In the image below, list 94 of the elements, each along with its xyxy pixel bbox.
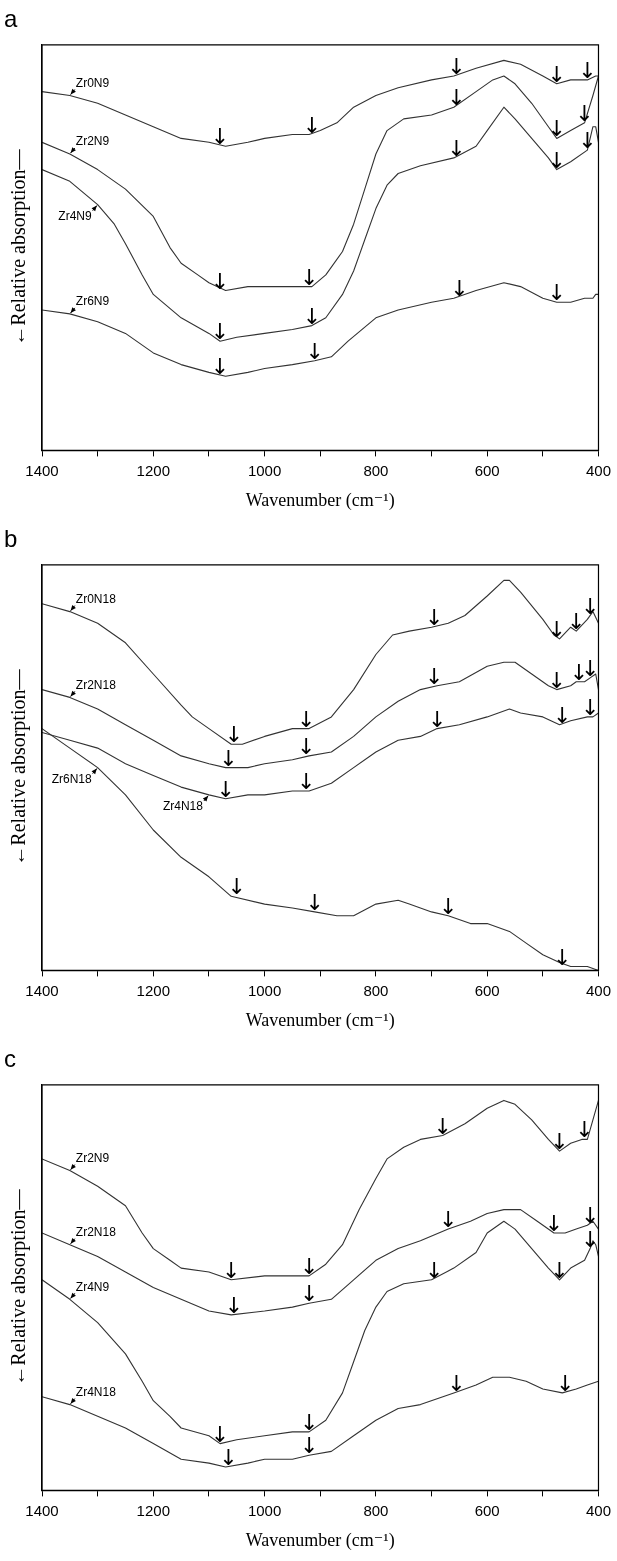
x-axis-title: Wavenumber (cm⁻¹) bbox=[245, 1009, 395, 1031]
annotation: ↓ bbox=[578, 128, 597, 154]
annotation: ↓ bbox=[302, 112, 322, 138]
annotation: ↓ bbox=[439, 1207, 458, 1233]
annotation: ↓ bbox=[210, 354, 230, 380]
annotation: ↓ bbox=[575, 1117, 594, 1143]
annotation: ↓ bbox=[299, 1281, 319, 1307]
annotation: ↓ bbox=[555, 1370, 575, 1396]
x-tick-label: 1200 bbox=[136, 981, 170, 999]
annotation: ↓ bbox=[550, 1129, 569, 1155]
x-tick-label: 800 bbox=[363, 981, 389, 999]
annotation: ↓ bbox=[210, 268, 230, 294]
annotation: ↓ bbox=[425, 663, 444, 689]
y-axis-title: ←Relative absorption— bbox=[7, 1188, 31, 1386]
x-tick-label: 1000 bbox=[247, 461, 282, 479]
series-label: Zr0N9 bbox=[75, 75, 110, 90]
annotation: ↓ bbox=[547, 280, 566, 306]
y-axis-title: ←Relative absorption— bbox=[7, 148, 31, 346]
x-tick-label: 800 bbox=[363, 1501, 389, 1519]
annotation: ↓ bbox=[210, 319, 230, 345]
annotation: ↓ bbox=[219, 745, 238, 771]
series-label: Zr4N18 bbox=[75, 1384, 117, 1399]
annotation: ↓ bbox=[210, 1421, 230, 1447]
annotation: ↓ bbox=[447, 85, 466, 111]
x-tick-label: 600 bbox=[474, 981, 500, 999]
series-label: Zr2N9 bbox=[75, 134, 110, 149]
x-tick-label: 1400 bbox=[25, 1501, 59, 1519]
annotation: ↓ bbox=[578, 57, 597, 83]
series-label: Zr6N18 bbox=[51, 771, 92, 786]
x-tick-label: 600 bbox=[474, 461, 500, 479]
annotation: ↓ bbox=[439, 893, 458, 919]
annotation: ↓ bbox=[544, 1211, 564, 1236]
chart-title: a bbox=[4, 5, 18, 33]
annotation: ↓ bbox=[221, 1257, 241, 1283]
series-label: Zr2N9 bbox=[75, 1150, 110, 1165]
x-tick-label: 1200 bbox=[136, 1501, 170, 1519]
series-label: Zr4N9 bbox=[75, 1279, 110, 1294]
x-tick-label: 400 bbox=[585, 461, 611, 479]
annotation: ↓ bbox=[302, 303, 322, 329]
annotation: ↓ bbox=[447, 135, 466, 161]
annotation: ↓ bbox=[224, 722, 244, 748]
annotation: ↓ bbox=[299, 1409, 319, 1435]
annotation: ↓ bbox=[547, 116, 566, 142]
x-tick-label: 400 bbox=[585, 981, 611, 999]
x-tick-label: 1400 bbox=[25, 981, 59, 999]
annotation: ↓ bbox=[580, 1203, 600, 1229]
annotation: ↓ bbox=[305, 889, 324, 915]
annotation: ↓ bbox=[553, 944, 572, 970]
annotation: ↓ bbox=[299, 1253, 319, 1279]
annotation: ↓ bbox=[219, 1445, 238, 1470]
annotation: ↓ bbox=[427, 706, 447, 732]
series-label: Zr4N9 bbox=[58, 209, 92, 224]
annotation: ↓ bbox=[547, 667, 566, 693]
annotation: ↓ bbox=[297, 733, 316, 759]
annotation: ↓ bbox=[553, 702, 572, 728]
annotation: ↓ bbox=[450, 276, 469, 302]
x-axis-title: Wavenumber (cm⁻¹) bbox=[245, 489, 395, 511]
annotation: ↓ bbox=[425, 1257, 444, 1283]
x-tick-label: 1000 bbox=[247, 1501, 282, 1519]
annotation: ↓ bbox=[299, 1433, 319, 1459]
x-axis-title: Wavenumber (cm⁻¹) bbox=[245, 1529, 395, 1551]
x-tick-label: 400 bbox=[585, 1501, 611, 1519]
annotation: ↓ bbox=[224, 1292, 244, 1318]
annotation: ↓ bbox=[547, 61, 566, 87]
annotation: ↓ bbox=[547, 147, 566, 173]
series-label: Zr4N18 bbox=[162, 799, 204, 814]
x-tick-label: 600 bbox=[474, 1501, 500, 1519]
annotation: ↓ bbox=[447, 54, 466, 79]
annotation: ↓ bbox=[299, 264, 319, 290]
y-axis-title: ←Relative absorption— bbox=[7, 668, 31, 866]
annotation: ↓ bbox=[216, 776, 235, 802]
series-label: Zr0N18 bbox=[75, 591, 117, 606]
annotation: ↓ bbox=[547, 616, 566, 642]
series-label: Zr6N9 bbox=[75, 294, 110, 309]
annotation: ↓ bbox=[550, 1257, 569, 1283]
annotation: ↓ bbox=[297, 769, 316, 794]
annotation: ↓ bbox=[580, 694, 600, 720]
series-label: Zr2N18 bbox=[75, 1225, 117, 1240]
x-tick-label: 1000 bbox=[247, 981, 282, 999]
annotation: ↓ bbox=[580, 1226, 600, 1252]
annotation: ↓ bbox=[210, 124, 230, 150]
annotation: ↓ bbox=[227, 874, 246, 900]
x-tick-label: 1400 bbox=[25, 461, 59, 479]
chart-title: b bbox=[4, 525, 18, 553]
chart-title: c bbox=[4, 1045, 16, 1073]
annotation: ↓ bbox=[575, 100, 594, 126]
annotation: ↓ bbox=[425, 605, 444, 631]
annotation: ↓ bbox=[447, 1370, 466, 1396]
x-tick-label: 1200 bbox=[136, 461, 170, 479]
annotation: ↓ bbox=[433, 1113, 452, 1139]
x-tick-label: 800 bbox=[363, 461, 389, 479]
series-label: Zr2N18 bbox=[75, 677, 117, 692]
annotation: ↓ bbox=[305, 338, 324, 364]
annotation: ↓ bbox=[297, 706, 316, 732]
